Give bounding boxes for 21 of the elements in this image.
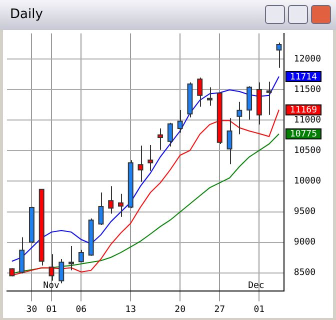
y-tick-label: 8500 [294, 268, 316, 278]
y-tick-label: 10000 [294, 176, 321, 187]
y-tick-label: 9000 [294, 238, 316, 248]
x-tick-label: 20 [174, 304, 186, 315]
y-tick-label: 11000 [294, 115, 321, 126]
data-label: 10775 [290, 130, 317, 140]
x-tick-label: 06 [76, 304, 87, 315]
chart-title: Daily [10, 7, 43, 22]
x-tick-label: 30 [26, 304, 38, 315]
x-tick-label: 27 [214, 304, 226, 315]
y-tick-label: 10500 [294, 146, 321, 156]
y-tick-label: 11500 [294, 84, 321, 95]
annotation: Dec [248, 281, 264, 292]
y-tick-label: 12000 [294, 54, 321, 64]
data-label: 11169 [290, 106, 317, 116]
x-tick-label: 01 [46, 304, 57, 315]
data-label: 11714 [290, 72, 317, 82]
x-tick-label: 01 [254, 304, 265, 315]
annotation: Nov [43, 281, 60, 292]
x-tick-label: 13 [125, 304, 136, 315]
y-tick-label: 9500 [294, 207, 316, 218]
